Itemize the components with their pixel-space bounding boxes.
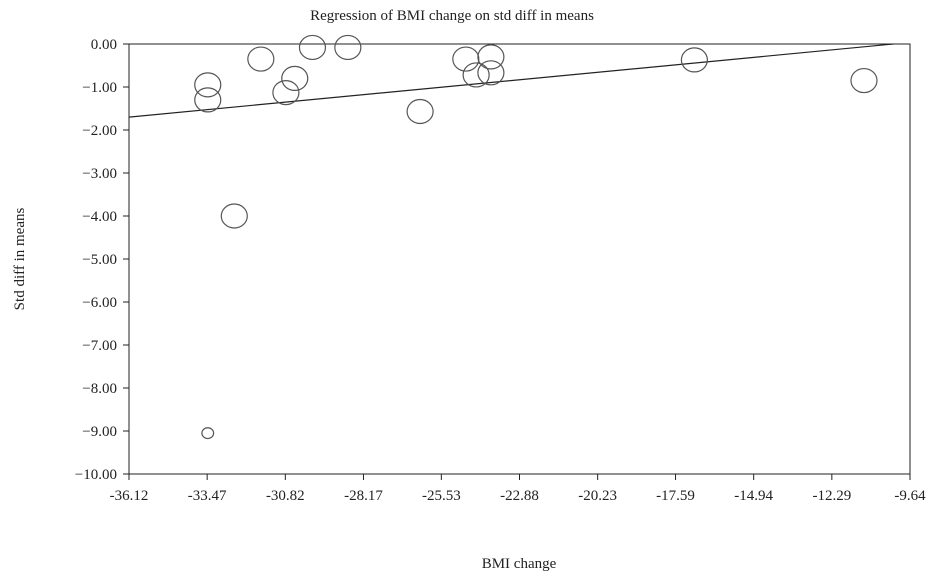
- study-point: [477, 44, 505, 70]
- y-tick-label: −1.00: [82, 80, 117, 96]
- x-tick-label: -30.82: [266, 488, 305, 504]
- y-tick-label: −8.00: [82, 381, 117, 397]
- x-axis: -36.12 -33.47 -30.82 -28.17 -25.53 -22.88 -20.…: [110, 474, 926, 504]
- study-point: [220, 203, 248, 229]
- x-tick-label: -33.47: [188, 488, 227, 504]
- y-tick-label: 0.00: [91, 37, 117, 53]
- x-axis-title: BMI change: [482, 556, 557, 572]
- x-tick-label: -17.59: [656, 488, 695, 504]
- study-point: [201, 427, 215, 440]
- study-point: [247, 46, 275, 72]
- study-point: [462, 62, 490, 88]
- data-points: [194, 34, 878, 440]
- y-axis: 0.00 −1.00 −2.00 −3.00 −4.00 −5.00 −6.00 −7.00 −…: [75, 37, 129, 483]
- x-tick-label: -22.88: [500, 488, 539, 504]
- x-tick-label: -28.17: [344, 488, 383, 504]
- y-tick-label: −9.00: [82, 424, 117, 440]
- x-tick-label: -12.29: [812, 488, 851, 504]
- y-tick-label: −6.00: [82, 295, 117, 311]
- study-point: [452, 46, 480, 72]
- study-point: [850, 67, 878, 94]
- study-point: [334, 34, 362, 61]
- study-point: [477, 60, 505, 86]
- y-tick-label: −3.00: [82, 166, 117, 182]
- plot-frame: [128, 43, 911, 475]
- study-point: [194, 72, 222, 98]
- study-point: [194, 87, 222, 113]
- y-tick-label: −2.00: [82, 123, 117, 139]
- study-point: [406, 98, 434, 125]
- x-tick-label: -9.64: [894, 488, 926, 504]
- x-tick-label: -20.23: [578, 488, 617, 504]
- y-tick-label: −5.00: [82, 252, 117, 268]
- study-point: [272, 79, 300, 106]
- study-point: [680, 47, 708, 73]
- y-tick-label: −10.00: [75, 467, 117, 483]
- x-tick-label: -14.94: [734, 488, 773, 504]
- x-tick-label: -25.53: [422, 488, 461, 504]
- y-tick-label: −7.00: [82, 338, 117, 354]
- regression-line: [128, 43, 894, 118]
- study-point: [298, 34, 327, 61]
- x-tick-label: -36.12: [110, 488, 149, 504]
- y-axis-title: Std diff in means: [12, 208, 28, 311]
- y-tick-label: −4.00: [82, 209, 117, 225]
- chart-title: Regression of BMI change on std diff in …: [310, 8, 594, 24]
- study-point: [281, 65, 309, 92]
